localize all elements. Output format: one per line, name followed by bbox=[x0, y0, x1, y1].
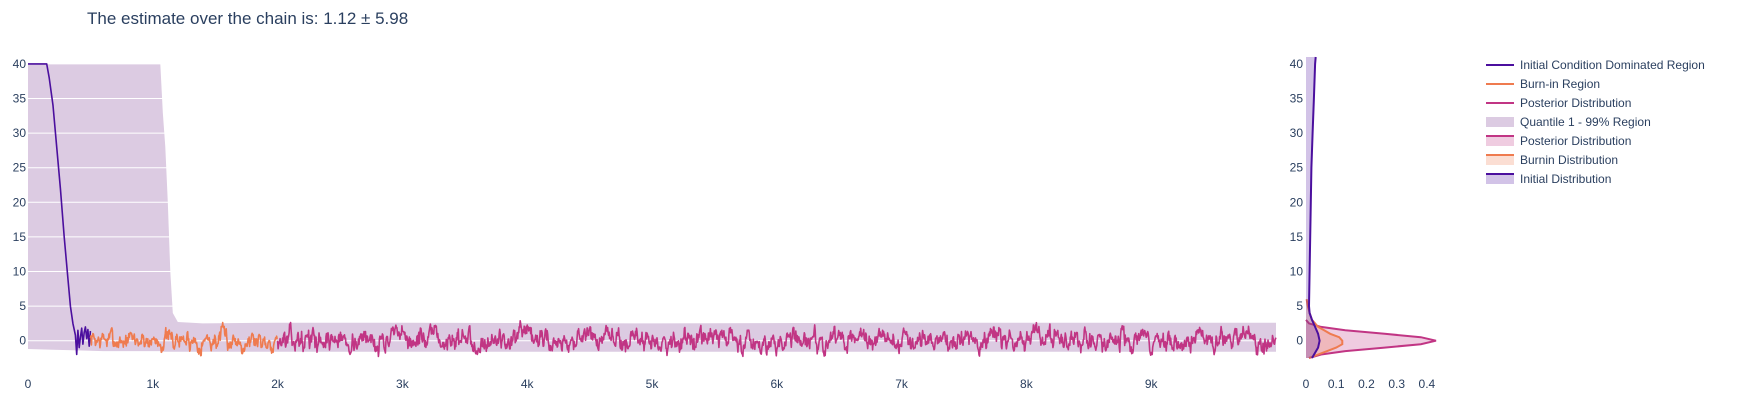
x-tick-label: 5k bbox=[646, 377, 660, 391]
quantile-region bbox=[28, 63, 1276, 352]
y-tick-label: 35 bbox=[13, 92, 27, 106]
x-tick-label: 3k bbox=[396, 377, 410, 391]
x-tick-label: 8k bbox=[1020, 377, 1034, 391]
legend-label: Burn-in Region bbox=[1520, 77, 1600, 91]
x-tick-label: 9k bbox=[1145, 377, 1159, 391]
y-tick-label: 30 bbox=[13, 126, 27, 140]
marginal-y-tick-label: 40 bbox=[1290, 57, 1304, 71]
y-tick-label: 15 bbox=[13, 230, 27, 244]
series-line-1 bbox=[28, 63, 92, 356]
y-tick-label: 25 bbox=[13, 161, 27, 175]
x-tick-label: 4k bbox=[521, 377, 535, 391]
y-tick-label: 10 bbox=[13, 265, 27, 279]
y-tick-label: 5 bbox=[19, 299, 26, 313]
legend-item[interactable]: Initial Condition Dominated Region bbox=[1486, 58, 1705, 72]
legend-item[interactable]: Initial Distribution bbox=[1486, 172, 1611, 186]
trace-panel: 0 1k 2k 3k 4k 5k 6k 7k 8k 9k 0 5 10 15 20 25 30 35 40 bbox=[13, 57, 1277, 391]
y-tick-label: 0 bbox=[19, 334, 26, 348]
marginal-y-tick-label: 10 bbox=[1290, 265, 1304, 279]
legend-label: Burnin Distribution bbox=[1520, 153, 1618, 167]
x-tick-label: 0 bbox=[25, 377, 32, 391]
density-fill-2 bbox=[1306, 299, 1343, 358]
legend[interactable]: Initial Condition Dominated Region Burn-i… bbox=[1486, 58, 1705, 186]
x-tick-label: 1k bbox=[146, 377, 160, 391]
x-tick-label: 2k bbox=[271, 377, 285, 391]
marginal-panel: 0 0.1 0.2 0.3 0.4 0 5 10 15 20 25 30 35 40 bbox=[1290, 56, 1437, 391]
y-tick-label: 40 bbox=[13, 57, 27, 71]
marginal-x-tick-label: 0 bbox=[1303, 377, 1310, 391]
legend-swatch bbox=[1486, 155, 1514, 165]
marginal-x-tick-label: 0.2 bbox=[1358, 377, 1375, 391]
legend-item[interactable]: Posterior Distribution bbox=[1486, 96, 1631, 110]
marginal-y-tick-label: 5 bbox=[1296, 299, 1303, 313]
legend-label: Quantile 1 - 99% Region bbox=[1520, 115, 1651, 129]
series-line-2 bbox=[89, 321, 279, 357]
density-line-3 bbox=[1307, 56, 1321, 359]
marginal-y-tick-label: 25 bbox=[1290, 161, 1304, 175]
legend-item[interactable]: Quantile 1 - 99% Region bbox=[1486, 115, 1651, 129]
x-tick-label: 6k bbox=[770, 377, 784, 391]
x-tick-label: 7k bbox=[895, 377, 909, 391]
legend-item[interactable]: Burnin Distribution bbox=[1486, 153, 1618, 167]
legend-label: Initial Distribution bbox=[1520, 172, 1611, 186]
y-tick-label: 20 bbox=[13, 195, 27, 209]
chart-title: The estimate over the chain is: 1.12 ± 5… bbox=[87, 9, 408, 28]
marginal-x-tick-label: 0.4 bbox=[1419, 377, 1436, 391]
legend-swatch bbox=[1486, 136, 1514, 146]
marginal-y-tick-label: 20 bbox=[1290, 195, 1304, 209]
legend-swatch bbox=[1486, 117, 1514, 127]
legend-label: Posterior Distribution bbox=[1520, 96, 1631, 110]
marginal-x-tick-label: 0.3 bbox=[1388, 377, 1405, 391]
marginal-x-tick-label: 0.1 bbox=[1328, 377, 1345, 391]
marginal-y-tick-label: 15 bbox=[1290, 230, 1304, 244]
marginal-y-tick-label: 35 bbox=[1290, 92, 1304, 106]
legend-label: Initial Condition Dominated Region bbox=[1520, 58, 1705, 72]
legend-item[interactable]: Burn-in Region bbox=[1486, 77, 1600, 91]
legend-item[interactable]: Posterior Distribution bbox=[1486, 134, 1631, 148]
series-line-3 bbox=[276, 320, 1277, 358]
marginal-y-tick-label: 0 bbox=[1296, 334, 1303, 348]
legend-swatch bbox=[1486, 174, 1514, 184]
marginal-y-tick-label: 30 bbox=[1290, 126, 1304, 140]
legend-label: Posterior Distribution bbox=[1520, 134, 1631, 148]
